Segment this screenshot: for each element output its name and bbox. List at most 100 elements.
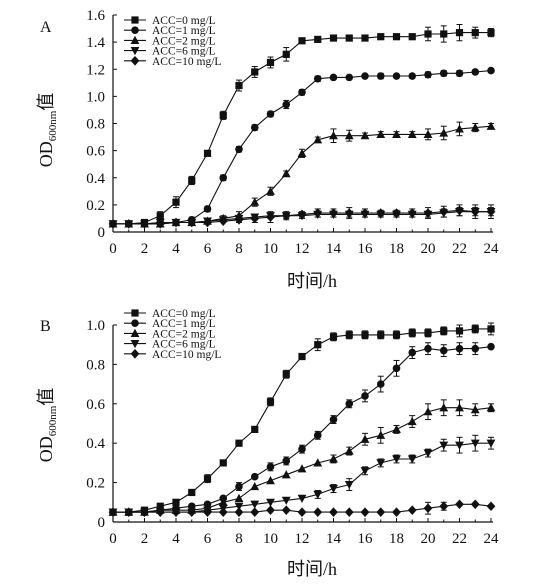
data-point xyxy=(108,219,118,229)
data-point xyxy=(188,488,196,497)
data-point xyxy=(423,129,433,138)
data-point xyxy=(486,439,496,448)
y-axis-label-a: OD600nm值 xyxy=(36,93,59,168)
chart-panel-a: A 时间/h OD600nm值 0 2 4 6 8 10 12 14 16 18 20 22 2400.… xyxy=(36,8,499,291)
data-point xyxy=(439,501,449,512)
data-point xyxy=(407,455,417,464)
data-point xyxy=(376,507,386,517)
data-point xyxy=(140,507,149,517)
data-point xyxy=(344,446,354,455)
data-point xyxy=(376,129,386,138)
data-point xyxy=(298,352,306,361)
legend-label: ACC=6 mg/L xyxy=(152,46,216,58)
data-point xyxy=(203,205,212,213)
data-point xyxy=(313,74,322,83)
legend-marker xyxy=(130,35,140,44)
data-point xyxy=(487,325,495,333)
data-point xyxy=(376,430,386,439)
data-point xyxy=(108,507,118,517)
data-point xyxy=(376,380,385,388)
x-axis-label-a: 时间/h xyxy=(287,271,337,291)
data-point xyxy=(455,327,464,335)
data-point xyxy=(486,501,496,512)
data-point xyxy=(282,100,291,109)
data-point xyxy=(376,208,386,218)
data-point xyxy=(282,370,290,378)
data-point xyxy=(329,34,338,42)
data-point xyxy=(171,507,181,517)
data-point xyxy=(313,135,323,144)
data-point xyxy=(313,507,323,517)
data-point xyxy=(407,416,417,426)
legend-marker xyxy=(130,328,140,337)
data-point xyxy=(455,441,464,450)
data-point xyxy=(250,481,260,491)
data-point xyxy=(455,69,464,78)
data-point xyxy=(471,344,480,353)
data-point xyxy=(486,121,496,130)
data-point xyxy=(297,148,307,157)
data-point xyxy=(344,131,354,140)
data-point xyxy=(218,497,228,506)
data-point xyxy=(203,475,212,483)
data-point xyxy=(377,331,385,339)
data-point xyxy=(172,198,180,206)
x-tick-label: 12 xyxy=(295,241,310,257)
data-point xyxy=(424,70,432,79)
data-point xyxy=(297,507,307,517)
x-tick-label: 16 xyxy=(358,531,374,547)
chart-panel-b: B 时间/h OD600nm值 0 2 4 6 8 10 12 14 16 18 20 22 2400.… xyxy=(36,308,499,579)
data-point xyxy=(298,88,306,97)
data-point xyxy=(266,398,275,406)
y-tick-label: 0.8 xyxy=(86,357,105,373)
data-point xyxy=(376,72,385,80)
x-tick-label: 22 xyxy=(452,241,467,257)
data-point xyxy=(360,131,370,140)
data-point xyxy=(250,197,260,206)
x-tick-label: 4 xyxy=(172,241,180,257)
y-tick-label: 1.0 xyxy=(86,318,105,334)
data-point xyxy=(487,66,495,75)
data-point xyxy=(486,403,496,412)
data-point xyxy=(266,505,275,515)
x-tick-label: 2 xyxy=(141,241,149,257)
x-tick-label: 10 xyxy=(263,531,278,547)
data-point xyxy=(234,493,244,502)
data-point xyxy=(377,33,385,41)
data-point xyxy=(250,472,259,481)
series-b-2 xyxy=(109,342,495,516)
data-point xyxy=(251,425,259,434)
series-a-2 xyxy=(109,66,495,228)
data-point xyxy=(329,73,338,82)
data-point xyxy=(424,329,432,337)
data-point xyxy=(297,494,307,503)
data-point xyxy=(471,325,479,333)
data-point xyxy=(329,415,338,424)
y-tick-label: 1.4 xyxy=(86,35,105,51)
legend-label: ACC=0 mg/L xyxy=(152,308,216,320)
data-point xyxy=(156,212,164,220)
data-point xyxy=(407,208,417,218)
data-point xyxy=(266,476,275,485)
data-point xyxy=(424,344,432,353)
panel-label-b: B xyxy=(40,318,51,335)
x-tick-label: 16 xyxy=(358,241,374,257)
legend-marker xyxy=(131,319,139,328)
data-point xyxy=(235,439,243,447)
data-point xyxy=(250,213,260,224)
data-point xyxy=(329,208,338,218)
data-point xyxy=(471,68,480,76)
series-line xyxy=(113,125,492,225)
legend-label: ACC=2 mg/L xyxy=(152,35,216,47)
x-tick-label: 20 xyxy=(421,531,436,547)
data-point xyxy=(281,470,291,479)
data-point xyxy=(155,507,165,517)
x-tick-label: 18 xyxy=(389,531,404,547)
data-point xyxy=(344,208,354,218)
data-point xyxy=(344,507,354,517)
series-line xyxy=(113,346,492,513)
data-point xyxy=(219,459,227,467)
data-point xyxy=(219,111,227,119)
